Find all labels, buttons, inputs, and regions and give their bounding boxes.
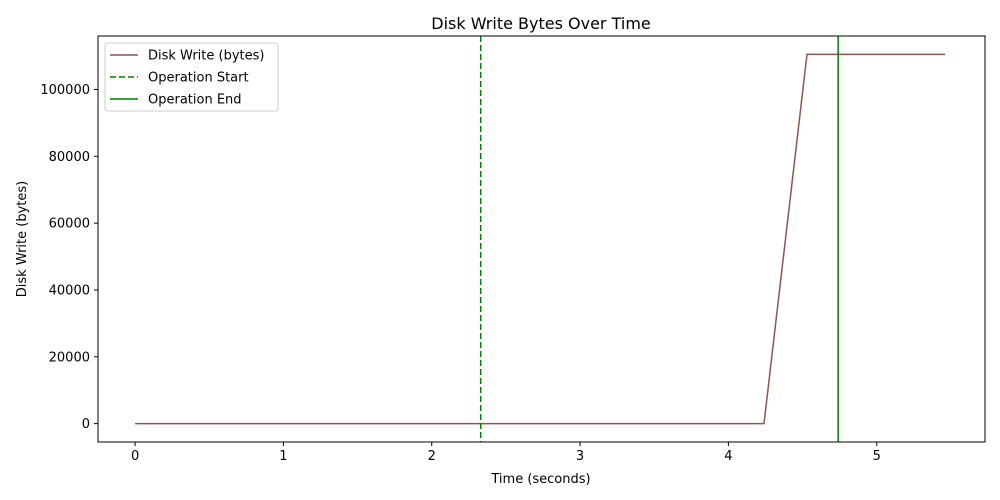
plot-area (135, 36, 945, 442)
y-tick-label: 40000 (49, 283, 90, 298)
x-axis: 0 1 2 3 4 5 (131, 442, 881, 464)
x-tick-label: 0 (131, 449, 139, 464)
legend-label: Operation End (148, 93, 242, 108)
legend-label: Disk Write (bytes) (148, 49, 264, 64)
x-tick-label: 4 (724, 449, 732, 464)
x-axis-label: Time (seconds) (490, 472, 590, 487)
legend-label: Operation Start (148, 71, 249, 86)
y-tick-label: 80000 (49, 150, 90, 165)
x-tick-label: 1 (279, 449, 287, 464)
y-axis-label: Disk Write (bytes) (15, 181, 30, 297)
x-tick-label: 2 (428, 449, 436, 464)
x-tick-label: 3 (576, 449, 584, 464)
legend: Disk Write (bytes) Operation Start Operati… (104, 42, 279, 112)
y-tick-label: 20000 (49, 350, 90, 365)
plot-frame (97, 35, 986, 443)
series-line-0 (135, 53, 945, 425)
chart-title: Disk Write Bytes Over Time (431, 14, 651, 33)
y-tick-label: 0 (82, 417, 90, 432)
y-tick-label: 100000 (40, 83, 90, 98)
x-tick-label: 5 (873, 449, 881, 464)
y-axis: 0 20000 40000 60000 80000 100000 (40, 83, 98, 432)
legend-box (104, 42, 279, 112)
y-tick-label: 60000 (49, 217, 90, 232)
